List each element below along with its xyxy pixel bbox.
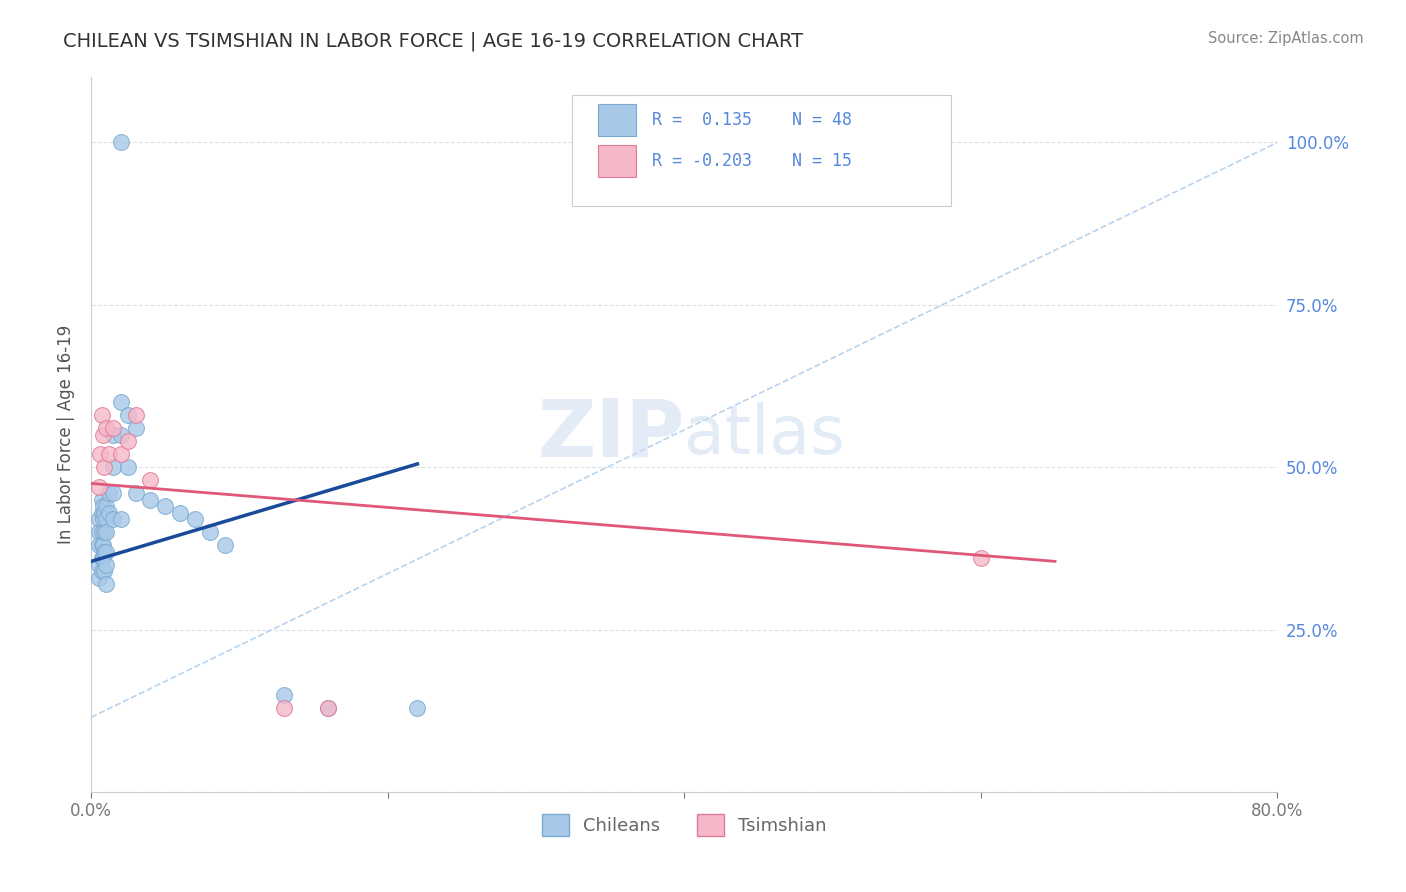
Point [273, 688, 295, 702]
Point [94, 512, 117, 526]
Point [89, 447, 111, 461]
Point [169, 506, 191, 520]
Point [117, 460, 139, 475]
Point [103, 512, 125, 526]
Point [93, 460, 115, 475]
Point [103, 486, 125, 500]
Point [103, 460, 125, 475]
Point [90, 506, 112, 520]
Y-axis label: In Labor Force | Age 16-19: In Labor Force | Age 16-19 [58, 325, 75, 544]
Point [94, 558, 117, 572]
Text: Source: ZipAtlas.com: Source: ZipAtlas.com [1208, 31, 1364, 46]
Text: R =  0.135    N = 48: R = 0.135 N = 48 [652, 112, 852, 129]
Point [97, 447, 120, 461]
Point [406, 700, 429, 714]
Point [103, 421, 125, 435]
Point [94, 525, 117, 540]
Point [93, 544, 115, 558]
Point [93, 506, 115, 520]
Point [91, 538, 114, 552]
Text: ZIP: ZIP [537, 396, 685, 474]
Point [124, 421, 146, 435]
Point [110, 447, 132, 461]
Point [90, 538, 112, 552]
Point [90, 408, 112, 422]
Point [139, 492, 162, 507]
Point [97, 506, 120, 520]
Point [93, 564, 115, 578]
FancyBboxPatch shape [572, 95, 952, 206]
Point [87, 512, 110, 526]
Point [110, 512, 132, 526]
Point [87, 538, 110, 552]
Bar [598, 145, 636, 178]
Point [91, 427, 114, 442]
Point [91, 499, 114, 513]
Point [91, 551, 114, 566]
Point [273, 700, 295, 714]
Text: CHILEAN VS TSIMSHIAN IN LABOR FORCE | AGE 16-19 CORRELATION CHART: CHILEAN VS TSIMSHIAN IN LABOR FORCE | AG… [63, 31, 803, 51]
Point [110, 136, 132, 150]
Point [90, 525, 112, 540]
Bar [598, 104, 636, 136]
Point [318, 700, 340, 714]
Point [117, 434, 139, 449]
Point [139, 473, 162, 487]
Point [94, 499, 117, 513]
Point [90, 564, 112, 578]
Point [124, 486, 146, 500]
Point [155, 499, 177, 513]
Point [214, 538, 236, 552]
Point [318, 700, 340, 714]
Point [91, 512, 114, 526]
Point [110, 395, 132, 409]
Point [87, 558, 110, 572]
Point [117, 408, 139, 422]
Point [93, 525, 115, 540]
Point [87, 480, 110, 494]
Text: R = -0.203    N = 15: R = -0.203 N = 15 [652, 152, 852, 170]
Point [94, 421, 117, 435]
Legend: Chileans, Tsimshian: Chileans, Tsimshian [534, 807, 834, 844]
Point [97, 486, 120, 500]
Text: atlas: atlas [685, 401, 845, 467]
Point [90, 492, 112, 507]
Point [970, 551, 993, 566]
Point [110, 427, 132, 442]
Point [87, 525, 110, 540]
Point [90, 551, 112, 566]
Point [198, 525, 221, 540]
Point [124, 408, 146, 422]
Point [94, 577, 117, 591]
Point [94, 544, 117, 558]
Point [87, 571, 110, 585]
Point [184, 512, 207, 526]
Point [103, 427, 125, 442]
